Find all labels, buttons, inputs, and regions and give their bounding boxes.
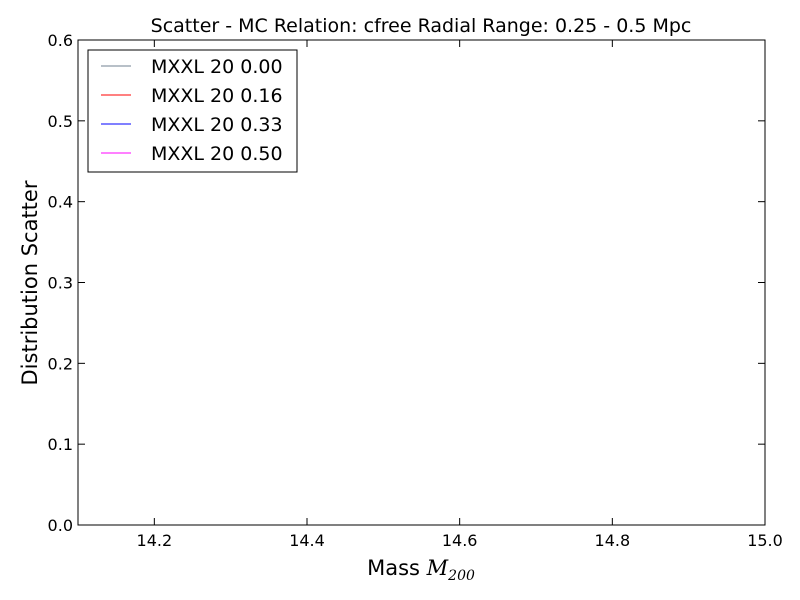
x-axis-label-math: M [426,556,449,580]
y-tick-label: 0.3 [48,274,73,293]
y-tick-label: 0.4 [48,193,73,212]
legend-label: MXXL 20 0.50 [151,143,283,165]
legend: MXXL 20 0.00 MXXL 20 0.16 MXXL 20 0.33 MXXL… [87,49,298,173]
y-axis-label: Distribution Scatter [18,180,42,385]
x-axis-label: Mass M200 [367,556,475,584]
x-tick-label: 14.4 [289,531,325,550]
x-tick-label: 14.2 [137,531,173,550]
y-tick-label: 0.2 [48,354,73,373]
legend-label: MXXL 20 0.16 [151,85,283,107]
x-axis-label-text: Mass [367,556,427,580]
y-axis: 0.0 0.1 0.2 0.3 0.4 0.5 0.6 [48,31,765,535]
legend-label: MXXL 20 0.00 [151,56,283,78]
x-tick-label: 14.6 [442,531,478,550]
y-tick-label: 0.0 [48,516,73,535]
y-tick-label: 0.6 [48,31,73,50]
x-tick-label: 14.8 [595,531,631,550]
chart-title: Scatter - MC Relation: cfree Radial Rang… [151,15,692,37]
y-tick-label: 0.1 [48,435,73,454]
y-tick-label: 0.5 [48,112,73,131]
x-tick-label: 15.0 [747,531,783,550]
x-axis: 14.2 14.4 14.6 14.8 15.0 [137,40,783,550]
x-axis-label-subscript: 200 [447,568,475,584]
legend-label: MXXL 20 0.33 [151,114,283,136]
legend-box [87,49,298,173]
